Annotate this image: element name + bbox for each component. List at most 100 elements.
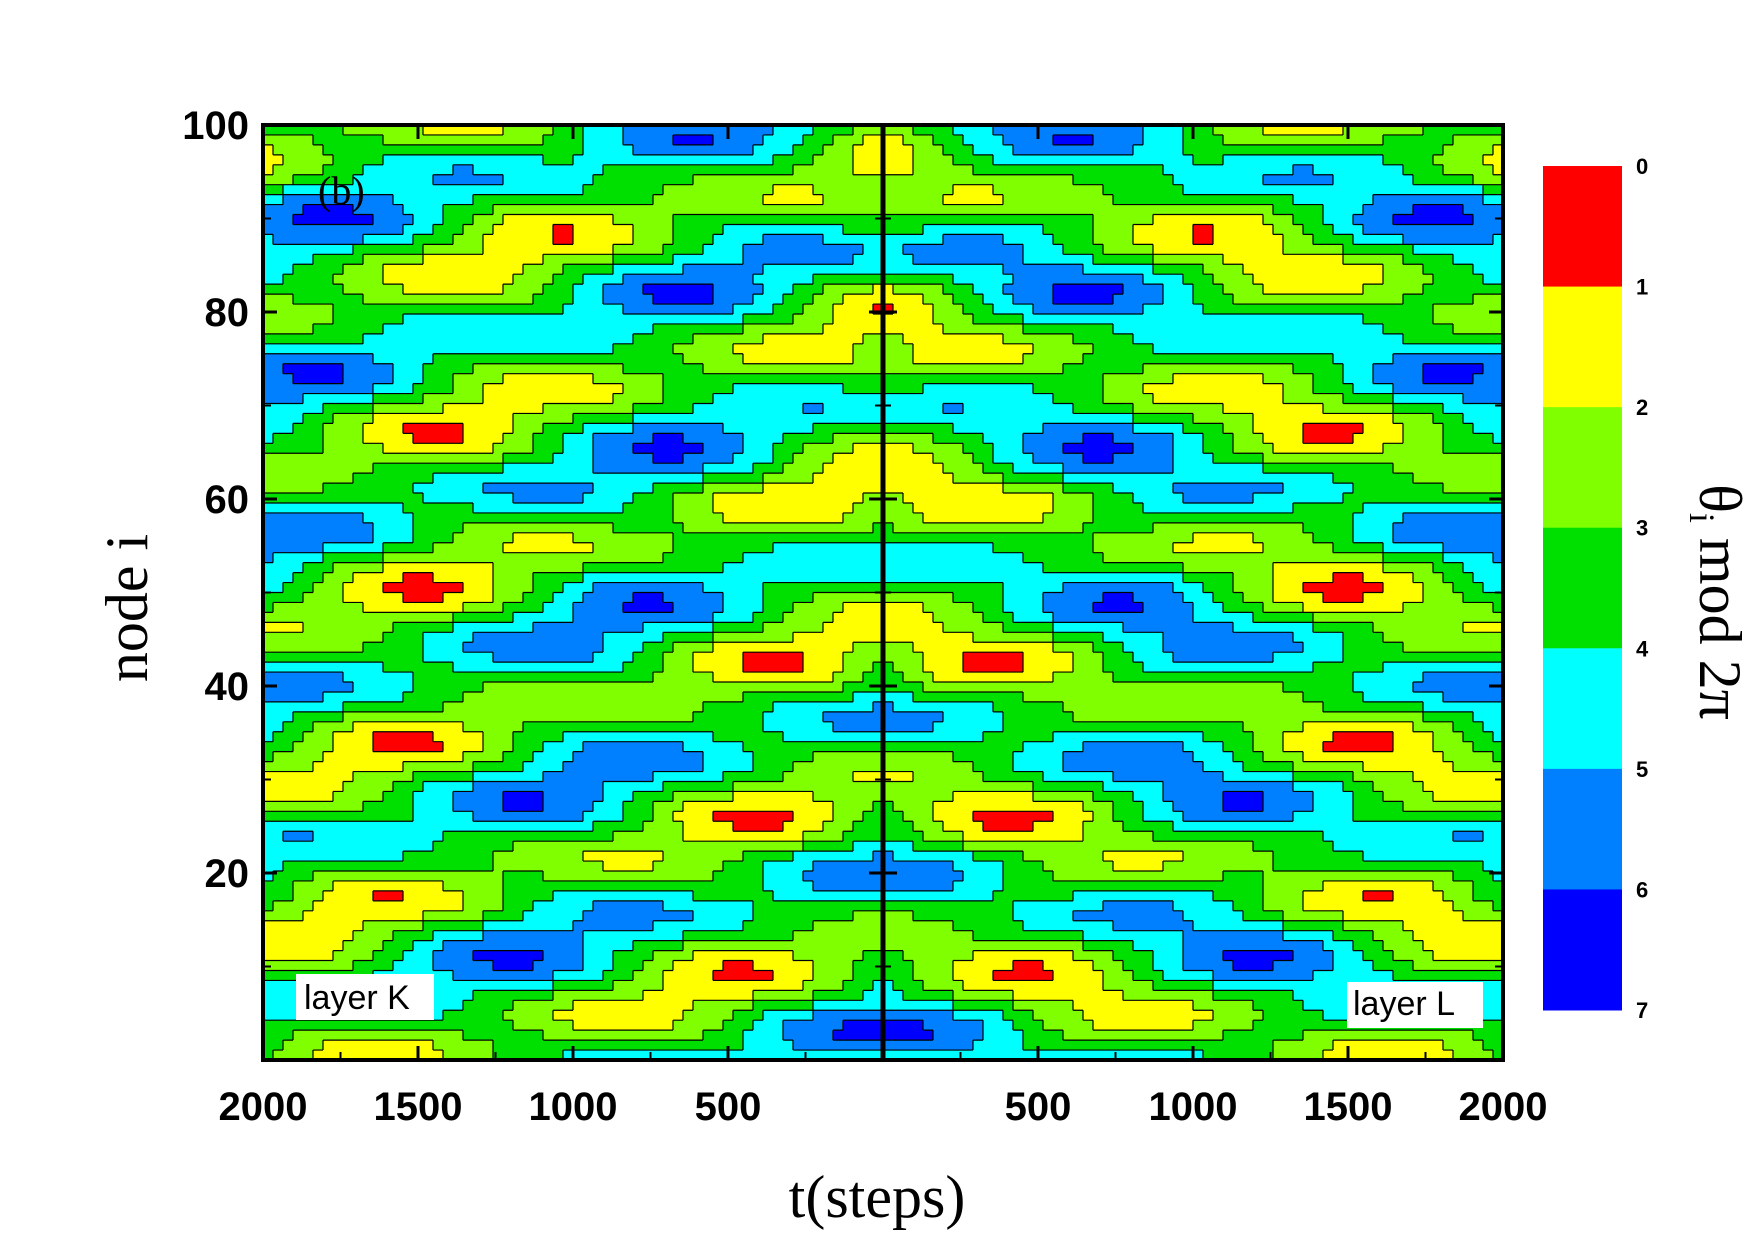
field-cell: [763, 463, 774, 474]
field-cell: [623, 224, 634, 236]
field-cell: [413, 522, 424, 534]
field-cell: [1293, 483, 1304, 494]
field-cell: [1093, 214, 1104, 226]
field-cell: [1253, 393, 1264, 405]
field-cell: [463, 463, 474, 474]
field-cell: [803, 383, 814, 395]
field-cell: [623, 244, 634, 255]
field-cell: [273, 204, 284, 216]
field-cell: [1193, 284, 1204, 295]
field-cell: [703, 463, 714, 474]
field-cell: [853, 383, 864, 395]
field-cell: [533, 393, 544, 405]
field-cell: [573, 453, 584, 464]
field-cell: [1243, 125, 1254, 136]
field-cell: [1313, 403, 1324, 415]
field-cell: [583, 234, 594, 245]
field-cell: [793, 294, 804, 305]
field-cell: [1093, 174, 1104, 186]
field-cell: [1143, 353, 1154, 365]
field-cell: [1063, 184, 1074, 196]
field-cell: [603, 363, 614, 375]
field-cell: [1033, 164, 1044, 176]
field-cell: [1043, 363, 1054, 375]
field-cell: [1163, 144, 1174, 156]
field-cell: [1283, 353, 1294, 365]
field-cell: [803, 234, 814, 245]
field-cell: [593, 244, 604, 255]
field-cell: [613, 154, 624, 166]
field-cell: [923, 463, 934, 474]
field-cell: [363, 254, 374, 265]
field-cell: [1403, 502, 1414, 514]
field-cell: [1493, 473, 1503, 484]
field-cell: [1303, 154, 1314, 166]
field-cell: [673, 443, 684, 454]
field-cell: [613, 274, 624, 285]
field-cell: [393, 473, 404, 484]
field-cell: [1073, 214, 1084, 226]
field-cell: [613, 254, 624, 265]
field-cell: [873, 363, 884, 375]
field-cell: [1183, 184, 1194, 196]
field-cell: [1463, 423, 1474, 434]
field-cell: [1013, 333, 1024, 345]
field-cell: [903, 224, 914, 236]
field-cell: [293, 423, 304, 434]
field-cell: [783, 234, 794, 245]
field-cell: [303, 294, 314, 305]
field-cell: [1103, 512, 1114, 524]
field-cell: [313, 144, 324, 156]
field-cell: [903, 204, 914, 216]
field-cell: [623, 343, 634, 355]
field-cell: [593, 373, 604, 385]
field-cell: [1493, 373, 1503, 385]
field-cell: [293, 154, 304, 166]
field-cell: [1193, 214, 1204, 226]
field-cell: [383, 343, 394, 355]
field-cell: [303, 264, 314, 275]
field-cell: [313, 284, 324, 295]
field-cell: [273, 393, 284, 405]
field-cell: [783, 144, 794, 156]
field-cell: [433, 184, 444, 196]
field-cell: [523, 353, 534, 365]
field-cell: [993, 512, 1004, 524]
field-cell: [1093, 294, 1104, 305]
field-cell: [873, 294, 884, 305]
field-cell: [583, 443, 594, 454]
field-cell: [643, 284, 654, 295]
field-cell: [783, 294, 794, 305]
field-cell: [1103, 174, 1114, 186]
field-cell: [293, 443, 304, 454]
field-cell: [553, 164, 564, 176]
field-cell: [893, 234, 904, 245]
field-cell: [403, 154, 414, 166]
field-cell: [1133, 473, 1144, 484]
field-cell: [493, 294, 504, 305]
field-cell: [383, 363, 394, 375]
field-cell: [1213, 284, 1224, 295]
field-cell: [563, 512, 574, 524]
field-cell: [1103, 393, 1114, 405]
field-cell: [433, 294, 444, 305]
field-cell: [653, 343, 664, 355]
field-cell: [1163, 353, 1174, 365]
field-cell: [1413, 274, 1424, 285]
field-cell: [1253, 144, 1264, 156]
field-cell: [1353, 134, 1364, 146]
field-cell: [923, 274, 934, 285]
field-cell: [993, 174, 1004, 186]
field-cell: [453, 353, 464, 365]
field-cell: [1093, 453, 1104, 464]
field-cell: [973, 214, 984, 226]
field-cell: [393, 433, 404, 444]
field-cell: [343, 323, 354, 335]
field-cell: [1293, 383, 1304, 395]
field-cell: [1453, 413, 1464, 425]
field-cell: [473, 363, 484, 375]
field-cell: [423, 224, 434, 236]
field-cell: [333, 214, 344, 226]
field-cell: [413, 473, 424, 484]
field-cell: [623, 433, 634, 444]
